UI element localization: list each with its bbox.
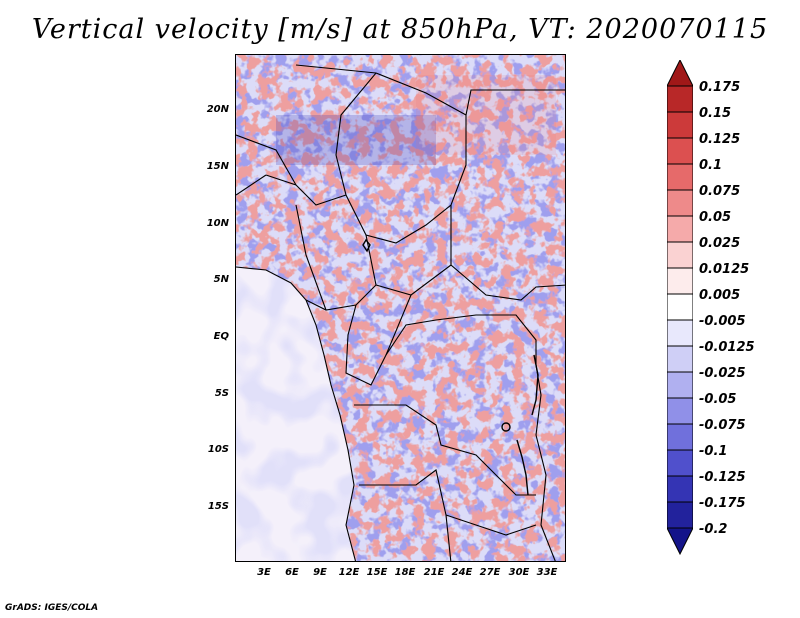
colorbar-swatch [667, 345, 693, 373]
colorbar-swatch [667, 85, 693, 113]
lat-label: 10N [206, 218, 229, 229]
colorbar-bottom-arrow [667, 527, 693, 556]
colorbar-label: 0.15 [699, 106, 732, 121]
map-panel [235, 54, 566, 562]
lat-label: 5N [213, 274, 229, 285]
grads-credit: GrADS: IGES/COLA [5, 603, 99, 613]
lon-label: 9E [313, 567, 327, 578]
colorbar-label: -0.175 [699, 496, 746, 511]
colorbar-label: -0.2 [699, 522, 728, 537]
colorbar-label: 0.005 [699, 288, 741, 303]
colorbar-label: -0.0125 [699, 340, 755, 355]
colorbar-label: -0.05 [699, 392, 737, 407]
lat-label: 20N [206, 104, 229, 115]
vertical-velocity-field [236, 55, 565, 561]
chart-title: Vertical velocity [m/s] at 850hPa, VT: 2… [31, 14, 769, 45]
lat-label: EQ [213, 331, 229, 342]
lon-label: 18E [394, 567, 416, 578]
colorbar-swatch [667, 189, 693, 217]
colorbar-swatch [667, 215, 693, 243]
lon-label: 3E [257, 567, 271, 578]
colorbar-label: 0.1 [699, 158, 723, 173]
colorbar-label: -0.005 [699, 314, 746, 329]
colorbar-swatch [667, 111, 693, 139]
colorbar-swatch [667, 241, 693, 269]
colorbar-label: -0.1 [699, 444, 728, 459]
colorbar-swatch [667, 319, 693, 347]
country-borders [236, 64, 565, 561]
colorbar-swatch [667, 163, 693, 191]
colorbar-swatch [667, 475, 693, 503]
lon-label: 6E [285, 567, 299, 578]
colorbar-label: 0.025 [699, 236, 741, 251]
colorbar-swatch [667, 423, 693, 451]
lat-label: 10S [207, 444, 229, 455]
colorbar-swatch [667, 293, 693, 321]
lon-label: 30E [508, 567, 530, 578]
lat-label: 5S [214, 388, 229, 399]
colorbar-label: -0.125 [699, 470, 746, 485]
colorbar-label: -0.025 [699, 366, 746, 381]
lon-label: 27E [479, 567, 501, 578]
colorbar-top-arrow [667, 60, 693, 87]
lon-label: 21E [423, 567, 445, 578]
lakes [362, 238, 539, 496]
lat-label: 15N [206, 161, 229, 172]
colorbar-swatch [667, 267, 693, 295]
lon-label: 33E [536, 567, 558, 578]
lat-label: 15S [207, 501, 229, 512]
colorbar-label: 0.075 [699, 184, 741, 199]
colorbar-swatch [667, 397, 693, 425]
colorbar-label: 0.05 [699, 210, 732, 225]
colorbar-label: 0.0125 [699, 262, 750, 277]
colorbar-swatch [667, 371, 693, 399]
colorbar-swatch [667, 449, 693, 477]
colorbar [667, 60, 693, 556]
colorbar-swatch [667, 501, 693, 529]
colorbar-label: -0.075 [699, 418, 746, 433]
colorbar-label: 0.125 [699, 132, 741, 147]
lon-label: 12E [338, 567, 360, 578]
lon-label: 24E [451, 567, 473, 578]
colorbar-swatch [667, 137, 693, 165]
colorbar-label: 0.175 [699, 80, 741, 95]
lon-label: 15E [366, 567, 388, 578]
